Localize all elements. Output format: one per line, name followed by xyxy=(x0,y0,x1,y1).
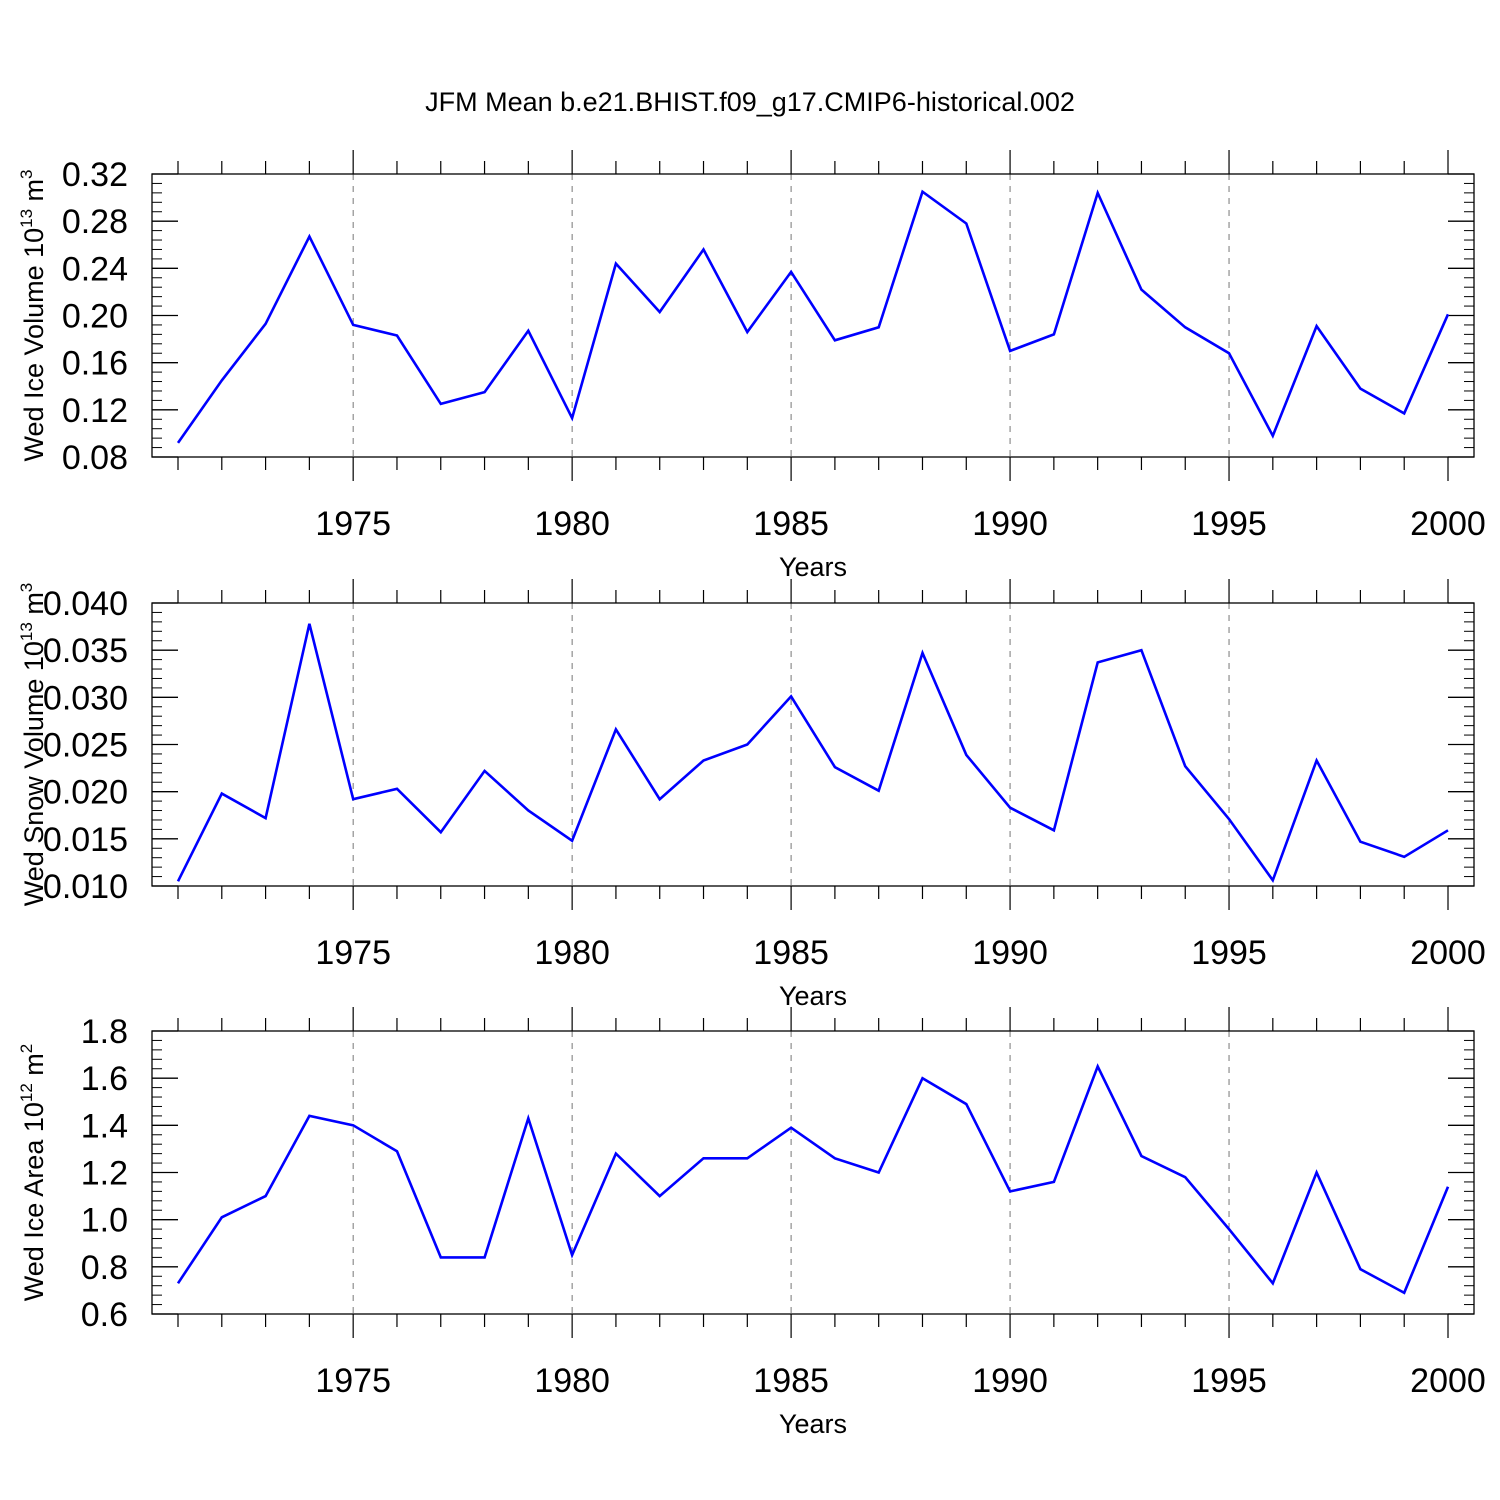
x-tick-label: 1980 xyxy=(534,1362,610,1400)
y-axis-label: Wed Ice Volume 1013 m3 xyxy=(17,169,49,461)
x-tick-label: 1985 xyxy=(753,1362,829,1400)
x-tick-label: 1975 xyxy=(315,934,391,972)
y-tick-label: 0.08 xyxy=(62,439,128,477)
y-axis-label: Wed Ice Area 1012 m2 xyxy=(17,1044,49,1302)
x-tick-label: 1990 xyxy=(972,1362,1048,1400)
plot-frame xyxy=(151,173,1475,458)
y-tick-label: 1.0 xyxy=(81,1202,128,1240)
x-axis-label: Years xyxy=(779,552,847,582)
plot-frame xyxy=(151,1030,1475,1315)
y-axis-label: Wed Snow Volume 1013 m3 xyxy=(17,583,49,907)
y-tick-label: 0.20 xyxy=(62,298,128,336)
series-line xyxy=(176,623,1449,884)
plot-frame xyxy=(151,602,1475,887)
y-tick-label: 0.030 xyxy=(43,679,128,717)
series-line xyxy=(176,189,1450,444)
y-tick-label: 0.6 xyxy=(81,1296,128,1334)
x-tick-label: 1980 xyxy=(534,505,610,543)
chart-panel-3: 0.6 0.8 1.0 1.2 1.4 1.6 1.8 1975 1980 1985 1990 199… xyxy=(17,1007,1486,1439)
y-tick-label: 0.020 xyxy=(43,774,128,812)
y-tick-label: 0.24 xyxy=(62,250,128,288)
x-tick-label: 1990 xyxy=(972,934,1048,972)
chart-panel-1: 0.08 0.12 0.16 0.20 0.24 0.28 0.32 1975 1980 1985… xyxy=(17,150,1486,582)
y-tick-label: 1.6 xyxy=(81,1060,128,1098)
y-tick-label: 0.040 xyxy=(43,585,128,623)
x-tick-label: 2000 xyxy=(1410,1362,1486,1400)
y-tick-label: 0.28 xyxy=(62,203,128,241)
x-tick-label: 1995 xyxy=(1191,505,1267,543)
y-tick-label: 1.8 xyxy=(81,1013,128,1051)
y-tick-label: 1.2 xyxy=(81,1155,128,1193)
y-tick-label: 0.32 xyxy=(62,156,128,194)
series-line xyxy=(176,1063,1450,1295)
chart-title: JFM Mean b.e21.BHIST.f09_g17.CMIP6-histo… xyxy=(425,87,1075,117)
x-tick-label: 1985 xyxy=(753,934,829,972)
x-tick-label: 1975 xyxy=(315,1362,391,1400)
y-tick-label: 0.015 xyxy=(43,821,128,859)
y-tick-label: 0.010 xyxy=(43,868,128,906)
x-tick-label: 1980 xyxy=(534,934,610,972)
y-tick-label: 0.8 xyxy=(81,1249,128,1287)
x-tick-label: 2000 xyxy=(1410,934,1486,972)
x-axis-label: Years xyxy=(779,1409,847,1439)
x-axis-label: Years xyxy=(779,981,847,1011)
x-tick-label: 1975 xyxy=(315,505,391,543)
y-tick-label: 0.025 xyxy=(43,727,128,765)
x-tick-label: 1990 xyxy=(972,505,1048,543)
y-tick-label: 0.12 xyxy=(62,392,128,430)
x-tick-label: 1985 xyxy=(753,505,829,543)
x-tick-label: 2000 xyxy=(1410,505,1486,543)
chart-panel-2: 0.010 0.015 0.020 0.025 0.030 0.035 0.040 1975 1… xyxy=(17,579,1486,1011)
x-tick-label: 1995 xyxy=(1191,1362,1267,1400)
x-tick-label: 1995 xyxy=(1191,934,1267,972)
y-tick-label: 1.4 xyxy=(81,1107,128,1145)
y-tick-label: 0.16 xyxy=(62,345,128,383)
y-tick-label: 0.035 xyxy=(43,632,128,670)
